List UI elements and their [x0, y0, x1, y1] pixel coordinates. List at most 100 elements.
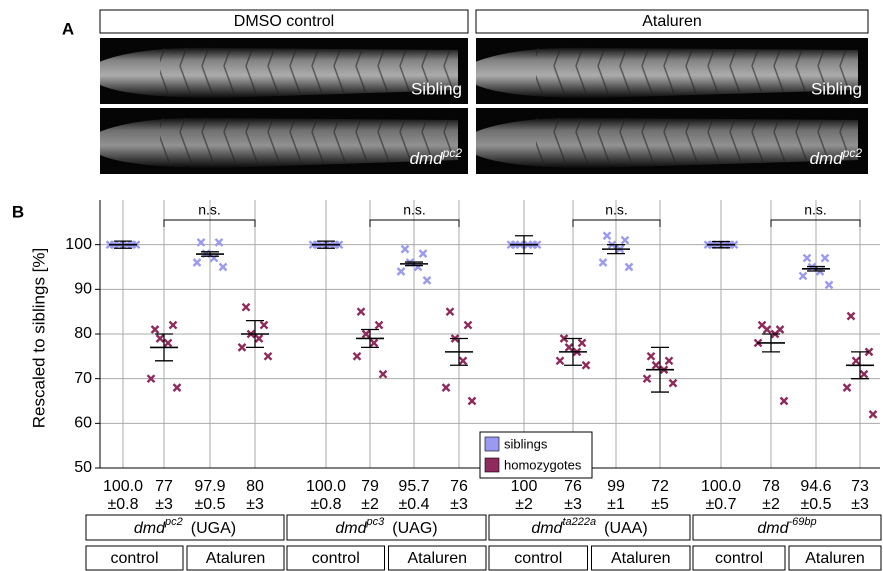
y-tick-label: 100: [65, 236, 92, 253]
data-point: [146, 374, 156, 384]
data-point: [400, 244, 410, 254]
error-label: ±0.8: [310, 496, 341, 513]
data-point: [172, 383, 182, 392]
data-point: [418, 249, 428, 258]
group-label: dmdta222a (UAA): [531, 516, 647, 537]
error-label: ±2: [762, 496, 780, 513]
mean-label: 94.6: [800, 478, 831, 495]
data-point: [361, 329, 371, 339]
condition-label: Ataluren: [611, 550, 671, 567]
allele: ta222a: [562, 516, 596, 528]
data-point: [598, 258, 608, 267]
allele: pc3: [366, 516, 386, 528]
codon: (UGA): [191, 520, 236, 537]
error-label: ±0.5: [194, 496, 225, 513]
mean-label: 100.0: [701, 478, 741, 495]
error-label: ±2: [515, 496, 533, 513]
data-point: [445, 307, 455, 317]
data-point: [369, 338, 379, 348]
data-point: [868, 410, 878, 419]
y-axis-title: Rescaled to siblings [%]: [29, 248, 48, 428]
error-label: ±3: [851, 496, 869, 513]
data-point: [602, 231, 612, 241]
y-tick-label: 70: [74, 370, 92, 387]
error-label: ±3: [450, 496, 468, 513]
fish-segments: [160, 48, 458, 96]
data-point: [214, 238, 224, 247]
data-point: [859, 369, 869, 379]
y-tick-label: 60: [74, 415, 92, 432]
error-label: ±1: [607, 496, 625, 513]
data-point: [374, 320, 384, 330]
panel-label: B: [12, 202, 24, 221]
data-point: [356, 307, 366, 317]
condition-label: Ataluren: [206, 550, 266, 567]
image-label: dmdpc2: [410, 146, 463, 168]
legend-label: siblings: [504, 436, 548, 451]
error-label: ±0.7: [705, 496, 736, 513]
gene-name: dmd: [410, 149, 444, 168]
column-header: DMSO control: [234, 13, 334, 30]
mean-label: 97.9: [194, 478, 225, 495]
codon: (UAG): [392, 520, 437, 537]
data-point: [846, 311, 856, 321]
group-label: dmd-69bp: [757, 516, 816, 537]
error-label: ±3: [564, 496, 582, 513]
mean-label: 100.0: [306, 478, 346, 495]
codon: (UAA): [604, 520, 648, 537]
significance-bracket: [770, 219, 861, 227]
allele: pc2: [164, 516, 183, 528]
legend-swatch: [484, 457, 500, 473]
data-point: [824, 280, 834, 290]
mean-label: 76: [564, 478, 582, 495]
data-point: [762, 325, 772, 334]
legend-label: homozygotes: [504, 457, 582, 472]
mean-label: 72: [651, 478, 669, 495]
gene-name: dmd: [810, 149, 844, 168]
data-point: [798, 271, 808, 281]
annotation: n.s.: [804, 202, 827, 218]
column-header-box: [475, 9, 869, 34]
mean-label: 77: [155, 478, 173, 495]
data-point: [241, 302, 251, 312]
allele: pc2: [442, 146, 463, 160]
mean-label: 100: [511, 478, 538, 495]
gene-name: dmd: [335, 520, 367, 537]
data-point: [458, 356, 468, 366]
data-point: [254, 334, 264, 343]
error-label: ±3: [246, 496, 264, 513]
data-point: [396, 267, 406, 276]
legend-swatch: [484, 436, 500, 452]
group-label: dmdpc2 (UGA): [134, 516, 236, 537]
gene-name: dmd: [531, 520, 563, 537]
data-point: [581, 360, 591, 370]
mean-label: 95.7: [398, 478, 429, 495]
condition-box: [591, 545, 691, 571]
condition-label: control: [514, 550, 562, 567]
data-point: [196, 238, 206, 247]
data-point: [842, 383, 852, 392]
condition-box: [388, 545, 487, 571]
allele: pc2: [842, 146, 863, 160]
group-box: [286, 514, 487, 541]
data-point: [620, 235, 630, 245]
data-point: [463, 320, 473, 330]
data-point: [642, 374, 652, 384]
error-label: ±3: [155, 496, 173, 513]
data-point: [577, 338, 587, 348]
data-point: [802, 253, 812, 263]
data-point: [564, 343, 574, 352]
mean-label: 76: [450, 478, 468, 495]
significance-bracket: [572, 219, 661, 227]
error-label: ±0.5: [800, 496, 831, 513]
significance-bracket: [163, 219, 256, 227]
data-point: [218, 262, 228, 272]
group-box: [692, 514, 882, 541]
data-point: [263, 351, 273, 361]
image-label: Sibling: [811, 79, 862, 98]
error-label: ±0.8: [107, 496, 138, 513]
column-header-box: [99, 9, 469, 34]
condition-box: [788, 545, 882, 571]
data-point: [352, 351, 362, 361]
error-label: ±2: [361, 496, 379, 513]
